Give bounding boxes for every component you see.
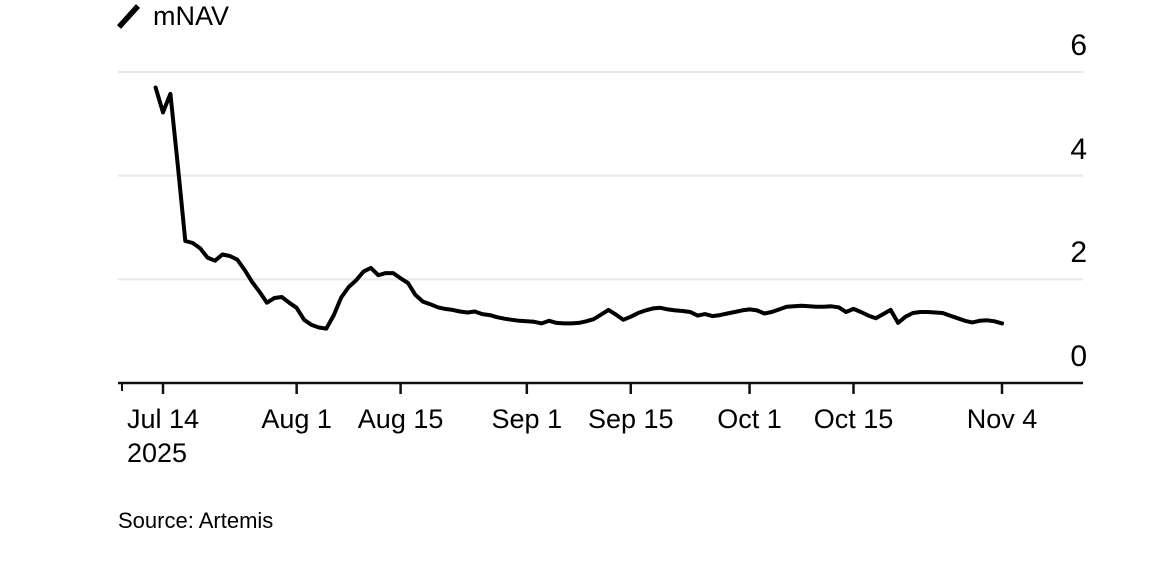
x-tick-date: Jul 14 <box>126 404 200 434</box>
x-tick-date: Aug 1 <box>261 404 332 434</box>
legend: mNAV <box>116 0 229 32</box>
x-axis-tick-label-oct15: Oct 15 <box>814 402 894 436</box>
x-axis-tick-label-oct1: Oct 1 <box>717 402 782 436</box>
x-tick-date: Oct 1 <box>717 404 782 434</box>
x-axis-tick-label-aug1: Aug 1 <box>261 402 332 436</box>
line-series-slash-icon <box>116 4 141 29</box>
x-tick-date: Sep 1 <box>491 404 563 434</box>
y-axis-tick-label-6: 6 <box>1070 29 1087 62</box>
x-tick-date: Aug 15 <box>357 404 444 434</box>
y-axis-tick-label-4: 4 <box>1070 132 1087 166</box>
x-axis-tick-label-jul14: Jul 14 2025 <box>127 402 199 470</box>
source-attribution: Source: Artemis <box>118 508 274 533</box>
x-axis-tick-label-nov4: Nov 4 <box>967 402 1038 436</box>
y-axis-tick-label-2: 2 <box>1070 236 1087 270</box>
x-axis-tick-label-sep1: Sep 1 <box>492 402 563 436</box>
legend-label: mNAV <box>153 1 230 31</box>
x-tick-date: Nov 4 <box>966 404 1038 434</box>
x-tick-date: Oct 15 <box>813 404 894 434</box>
y-axis-tick-label-0: 0 <box>1070 340 1087 373</box>
x-tick-date: Sep 15 <box>587 404 674 434</box>
x-axis-tick-label-aug15: Aug 15 <box>358 402 444 436</box>
x-axis-tick-label-sep15: Sep 15 <box>588 402 674 436</box>
x-tick-year: 2025 <box>126 438 188 468</box>
